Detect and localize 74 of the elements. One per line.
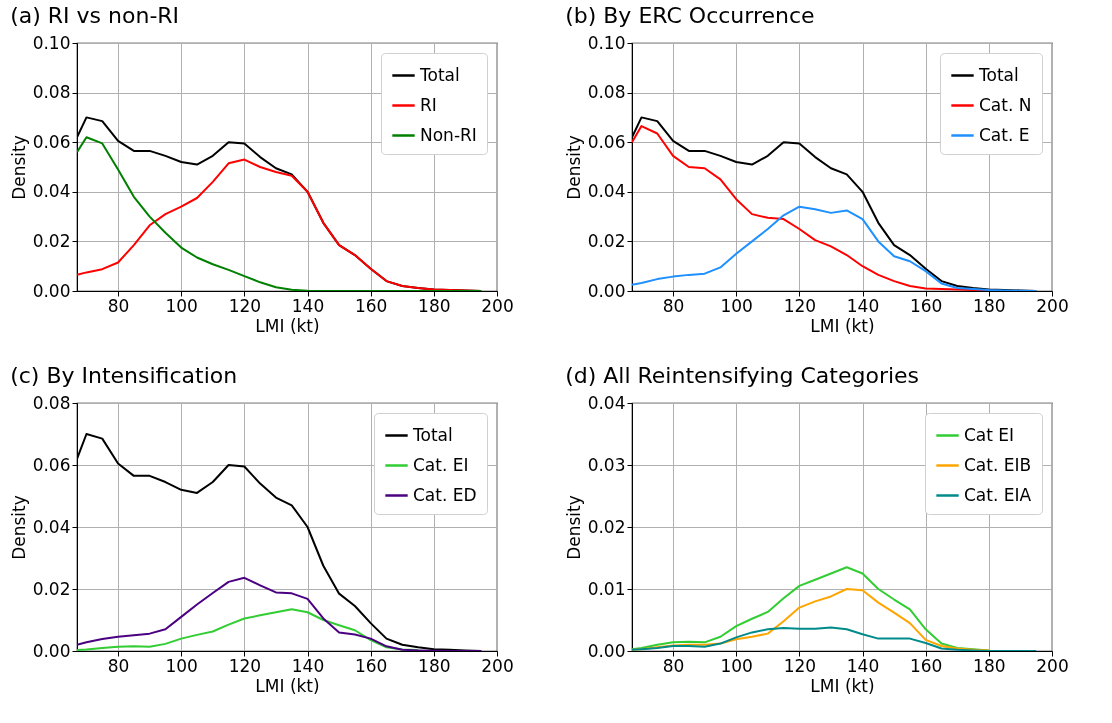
y-tick-label: 0.02 [587,516,626,537]
legend-label: Cat. N [979,94,1032,115]
x-tick-label: 100 [720,295,753,316]
legend-label: Cat EI [964,424,1015,445]
x-tick-label: 200 [1036,655,1069,676]
x-tick-label: 80 [107,295,130,316]
x-tick-label: 160 [909,295,943,316]
legend-label: Total [419,64,460,85]
legend-label: Non-RI [420,124,477,145]
x-tick-label: 140 [846,295,880,316]
x-tick-label: 160 [909,655,943,676]
x-tick-label: 180 [418,655,451,676]
y-tick-label: 0.04 [32,181,71,202]
y-tick-label: 0.06 [32,454,71,475]
x-tick-label: 100 [165,655,198,676]
chart-title: (c) By Intensification [10,363,238,388]
y-tick-label: 0.10 [587,32,626,53]
y-axis-title: Density [563,495,584,560]
x-tick-label: 180 [418,295,451,316]
y-tick-label: 0.10 [32,32,71,53]
y-tick-label: 0.08 [32,392,71,413]
y-tick-label: 0.04 [32,516,71,537]
y-tick-label: 0.04 [587,181,626,202]
x-tick-label: 120 [783,295,817,316]
x-tick-label: 200 [481,295,514,316]
y-tick-label: 0.00 [587,280,626,301]
x-tick-label: 120 [228,655,262,676]
y-tick-label: 0.03 [587,454,626,475]
x-tick-label: 120 [783,655,817,676]
x-tick-label: 100 [165,295,198,316]
y-tick-label: 0.08 [587,82,626,103]
legend-label: Cat. ED [413,484,477,505]
legend-label: Cat. EIB [964,454,1032,475]
legend-label: Cat. EIA [964,484,1032,505]
x-tick-label: 160 [354,295,388,316]
x-tick-label: 80 [662,655,685,676]
legend-label: Cat. E [979,124,1030,145]
x-tick-label: 80 [662,295,685,316]
x-tick-label: 120 [228,295,262,316]
y-tick-label: 0.08 [32,82,71,103]
x-axis-title: LMI (kt) [810,315,875,336]
x-tick-label: 180 [973,295,1006,316]
y-tick-label: 0.02 [32,230,71,251]
y-tick-label: 0.06 [32,131,71,152]
y-axis-title: Density [563,135,584,200]
chart-title: (d) All Reintensifying Categories [565,363,920,388]
x-tick-label: 160 [354,655,388,676]
x-axis-title: LMI (kt) [255,675,320,696]
y-tick-label: 0.04 [587,392,626,413]
y-tick-label: 0.01 [587,578,626,599]
y-tick-label: 0.00 [587,640,626,661]
chart-title: (a) RI vs non-RI [10,3,180,28]
x-tick-label: 140 [291,655,325,676]
legend-label: Total [978,64,1019,85]
x-axis-title: LMI (kt) [810,675,875,696]
legend-label: Cat. EI [413,454,469,475]
y-axis-title: Density [8,495,29,560]
x-tick-label: 100 [720,655,753,676]
x-tick-label: 180 [973,655,1006,676]
x-tick-label: 140 [291,295,325,316]
x-tick-label: 80 [107,655,130,676]
x-tick-label: 140 [846,655,880,676]
legend-label: Total [412,424,453,445]
y-tick-label: 0.00 [32,280,71,301]
x-tick-label: 200 [481,655,514,676]
legend-label: RI [420,94,437,115]
x-axis-title: LMI (kt) [255,315,320,336]
y-tick-label: 0.00 [32,640,71,661]
chart-title: (b) By ERC Occurrence [565,3,815,28]
y-tick-label: 0.02 [32,578,71,599]
y-tick-label: 0.02 [587,230,626,251]
y-tick-label: 0.06 [587,131,626,152]
x-tick-label: 200 [1036,295,1069,316]
y-axis-title: Density [8,135,29,200]
